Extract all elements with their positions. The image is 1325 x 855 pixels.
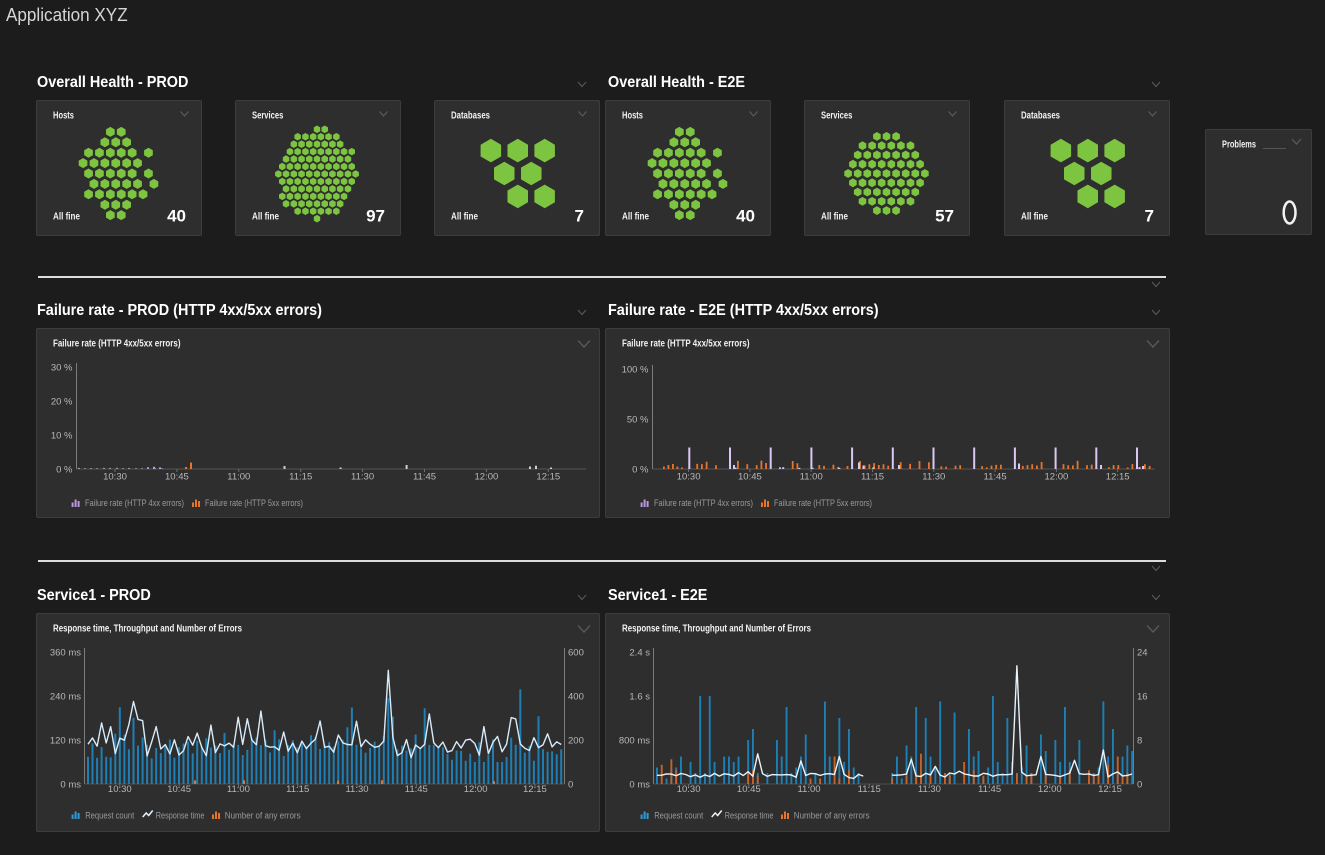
svg-text:0: 0 bbox=[1137, 780, 1142, 791]
svg-text:Databases: Databases bbox=[451, 111, 490, 122]
svg-text:11:30: 11:30 bbox=[922, 472, 945, 483]
svg-text:10:45: 10:45 bbox=[738, 472, 762, 483]
svg-text:11:15: 11:15 bbox=[286, 784, 309, 795]
svg-text:Failure rate (HTTP 4xx/5xx err: Failure rate (HTTP 4xx/5xx errors) bbox=[622, 339, 750, 350]
svg-text:Services: Services bbox=[252, 111, 284, 122]
svg-text:800 ms: 800 ms bbox=[619, 736, 650, 747]
svg-text:200: 200 bbox=[568, 736, 584, 747]
svg-text:11:00: 11:00 bbox=[797, 784, 820, 795]
svg-text:40: 40 bbox=[736, 207, 755, 226]
svg-text:97: 97 bbox=[366, 207, 385, 226]
svg-text:Problems: Problems bbox=[1222, 140, 1256, 151]
svg-text:12:15: 12:15 bbox=[1106, 472, 1130, 483]
svg-text:0 ms: 0 ms bbox=[60, 780, 81, 791]
svg-text:11:45: 11:45 bbox=[978, 784, 1001, 795]
svg-text:Response time: Response time bbox=[155, 811, 204, 822]
svg-text:8: 8 bbox=[1137, 736, 1142, 747]
svg-text:57: 57 bbox=[935, 207, 954, 226]
svg-text:Failure rate (HTTP 5xx errors): Failure rate (HTTP 5xx errors) bbox=[774, 498, 872, 509]
svg-text:120 ms: 120 ms bbox=[49, 736, 80, 747]
svg-text:11:45: 11:45 bbox=[404, 784, 427, 795]
svg-text:10:30: 10:30 bbox=[677, 472, 701, 483]
svg-text:12:15: 12:15 bbox=[523, 784, 547, 795]
svg-text:11:15: 11:15 bbox=[858, 784, 881, 795]
svg-text:11:45: 11:45 bbox=[412, 472, 435, 483]
svg-text:11:45: 11:45 bbox=[984, 472, 1007, 483]
svg-text:360 ms: 360 ms bbox=[49, 648, 80, 659]
svg-text:12:00: 12:00 bbox=[1038, 784, 1062, 795]
svg-text:0 ms: 0 ms bbox=[629, 780, 650, 791]
svg-text:Response time, Throughput and: Response time, Throughput and Number of … bbox=[53, 624, 242, 635]
svg-text:Failure rate (HTTP 4xx errors): Failure rate (HTTP 4xx errors) bbox=[85, 498, 184, 509]
svg-text:Response time, Throughput and: Response time, Throughput and Number of … bbox=[622, 624, 811, 635]
svg-text:10:30: 10:30 bbox=[103, 472, 127, 483]
svg-text:Hosts: Hosts bbox=[622, 111, 643, 122]
svg-text:Failure rate (HTTP 4xx/5xx err: Failure rate (HTTP 4xx/5xx errors) bbox=[53, 339, 181, 350]
svg-text:12:00: 12:00 bbox=[463, 784, 487, 795]
svg-text:All fine: All fine bbox=[252, 212, 279, 223]
svg-text:11:15: 11:15 bbox=[289, 472, 312, 483]
svg-text:12:00: 12:00 bbox=[1045, 472, 1069, 483]
svg-text:600: 600 bbox=[568, 648, 584, 659]
svg-text:11:15: 11:15 bbox=[861, 472, 884, 483]
svg-text:100 %: 100 % bbox=[622, 365, 649, 376]
svg-text:Request count: Request count bbox=[85, 811, 134, 822]
svg-text:40: 40 bbox=[167, 207, 186, 226]
svg-text:Number of any errors: Number of any errors bbox=[794, 811, 870, 822]
svg-text:50 %: 50 % bbox=[627, 415, 649, 426]
svg-text:Response time: Response time bbox=[725, 811, 774, 822]
svg-text:Databases: Databases bbox=[1021, 111, 1060, 122]
svg-text:0 %: 0 % bbox=[632, 465, 649, 476]
svg-text:Failure rate (HTTP 5xx errors): Failure rate (HTTP 5xx errors) bbox=[205, 498, 303, 509]
svg-text:7: 7 bbox=[575, 207, 584, 226]
svg-text:11:30: 11:30 bbox=[351, 472, 374, 483]
svg-text:Hosts: Hosts bbox=[53, 111, 74, 122]
svg-text:Failure rate (HTTP 4xx errors): Failure rate (HTTP 4xx errors) bbox=[654, 498, 753, 509]
svg-text:0 %: 0 % bbox=[56, 465, 73, 476]
svg-text:2.4 s: 2.4 s bbox=[629, 648, 650, 659]
svg-text:12:15: 12:15 bbox=[1098, 784, 1122, 795]
svg-text:All fine: All fine bbox=[451, 212, 478, 223]
svg-text:11:30: 11:30 bbox=[918, 784, 941, 795]
svg-text:10:30: 10:30 bbox=[677, 784, 701, 795]
svg-text:All fine: All fine bbox=[622, 212, 649, 223]
svg-text:Services: Services bbox=[821, 111, 853, 122]
svg-text:400: 400 bbox=[568, 692, 584, 703]
svg-text:Number of any errors: Number of any errors bbox=[224, 811, 300, 822]
svg-text:0: 0 bbox=[568, 780, 573, 791]
svg-text:11:30: 11:30 bbox=[345, 784, 368, 795]
svg-text:11:00: 11:00 bbox=[226, 784, 249, 795]
svg-text:16: 16 bbox=[1137, 692, 1148, 703]
svg-text:Request count: Request count bbox=[654, 811, 703, 822]
svg-text:12:15: 12:15 bbox=[536, 472, 560, 483]
svg-text:240 ms: 240 ms bbox=[49, 692, 80, 703]
svg-text:7: 7 bbox=[1144, 207, 1153, 226]
svg-text:All fine: All fine bbox=[53, 212, 80, 223]
svg-text:11:00: 11:00 bbox=[227, 472, 250, 483]
svg-text:All fine: All fine bbox=[821, 212, 848, 223]
svg-text:24: 24 bbox=[1137, 648, 1148, 659]
svg-text:30 %: 30 % bbox=[50, 363, 72, 374]
svg-text:20 %: 20 % bbox=[50, 397, 72, 408]
svg-text:All fine: All fine bbox=[1021, 212, 1048, 223]
svg-text:1.6 s: 1.6 s bbox=[629, 692, 650, 703]
svg-text:10:45: 10:45 bbox=[737, 784, 761, 795]
svg-text:10 %: 10 % bbox=[50, 431, 72, 442]
svg-text:12:00: 12:00 bbox=[474, 472, 498, 483]
svg-text:10:45: 10:45 bbox=[167, 784, 191, 795]
svg-text:10:30: 10:30 bbox=[107, 784, 131, 795]
svg-text:11:00: 11:00 bbox=[800, 472, 823, 483]
svg-text:10:45: 10:45 bbox=[165, 472, 189, 483]
